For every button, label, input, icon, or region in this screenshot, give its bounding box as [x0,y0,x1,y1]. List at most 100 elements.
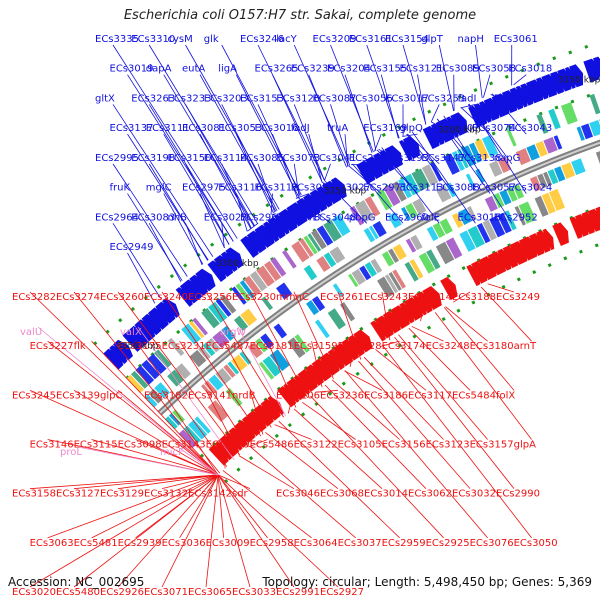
gene-block [560,102,578,125]
leader-line [348,165,382,194]
gene-block [323,219,342,242]
leader-line [358,360,471,489]
gene-label: ECs2949 [110,242,154,253]
gene-block [256,265,275,287]
leader-line [308,74,347,168]
leader-line [148,44,259,225]
gene-block [194,416,211,434]
gene-label: ECs3142 [188,489,232,500]
leader-line [381,344,532,539]
gene-label: ECs3033 [232,587,276,598]
gene-block [141,359,160,380]
leader-line [185,223,203,266]
gene-arrow [515,85,528,108]
gene-label: ECs3061 [494,34,538,45]
gene-arrow [552,222,569,247]
leader-line [217,474,295,588]
leader-line [73,291,221,474]
gene-label: ECs3233 [168,93,212,104]
gene-block [468,142,483,163]
gene-arrow [542,228,555,251]
gene-label: ECs3182 [144,390,188,401]
leader-line [308,134,323,183]
gene-arrow [564,66,576,89]
leader-line [112,44,238,239]
leader-line [380,74,399,139]
gene-block [201,384,213,397]
gene-arrow [535,77,549,100]
gene-label: ECs3121 [400,64,444,75]
gene-block [482,135,499,157]
gene-arrow [220,251,238,272]
gene-label: ECs3230 [232,292,276,303]
gene-label: ECs3186 [364,390,408,401]
gene-label: ECs3138 [458,153,502,164]
leader-line [112,104,214,257]
gene-block [426,249,441,270]
leader-line [293,104,325,181]
gene-arrow [228,427,248,448]
gene-label: ECs3263 [131,93,175,104]
gene-block [258,361,275,380]
leader-line [378,148,404,165]
gene-block [188,320,205,339]
gene-arrow [253,404,274,427]
leader-line [47,474,219,539]
gene-block [499,189,512,206]
gene-block [412,198,427,215]
gene-label: glpC [100,390,122,401]
gene-block [270,257,287,277]
leader-line [443,115,513,224]
gene-label: ECs2925 [426,538,470,549]
gene-block [514,205,527,226]
gene-block [418,252,436,274]
gene-block [359,265,372,281]
gene-block [512,183,525,199]
leader-line [235,74,299,197]
gene-label: fruK [110,183,131,194]
gene-label: ECs3024 [508,183,552,194]
gene-block [409,259,424,279]
gene-arrow [569,216,583,239]
gene-label: ECs3022 [204,212,248,223]
gene-block [457,148,469,169]
gene-label: ECs3016 [255,123,299,134]
gene-label: ECs3057 [472,183,516,194]
gene-block [239,351,252,365]
leader-line [177,446,219,476]
gene-block [426,226,439,242]
gene-label: dapA [146,64,172,75]
leader-line [436,118,491,194]
leader-line [221,223,225,249]
gene-block [368,225,379,240]
leader-line [161,474,219,490]
gene-arrow [240,235,259,258]
leader-line [324,163,331,181]
leader-line [179,439,219,476]
gene-label: ECs2958 [250,538,294,549]
gene-block [201,307,220,329]
leader-line [381,291,391,341]
leader-line [199,133,252,230]
gene-block [126,374,144,393]
gene-label: ECs3161 [349,34,393,45]
gene-label: ECs3246 [240,34,284,45]
gene-block [432,222,446,238]
gene-block [467,225,485,248]
leader-line [402,44,427,125]
leader-line [161,291,262,437]
leader-line [217,474,224,538]
leader-line [217,474,251,490]
gene-arrow [260,398,281,421]
gene-label: ECs3074 [472,123,516,134]
gene-label: ECs3107 [436,123,480,134]
leader-line [127,252,156,304]
gene-label: ECs3203 [204,93,248,104]
gene-label: ECs3169 [363,123,407,134]
gene-block [215,298,232,317]
gene-label: glpT [421,34,443,45]
gene-label: ECs3253 [421,93,465,104]
gene-block [329,246,346,264]
genome-summary-text: Topology: circular; Length: 5,498,450 bp… [262,575,592,589]
